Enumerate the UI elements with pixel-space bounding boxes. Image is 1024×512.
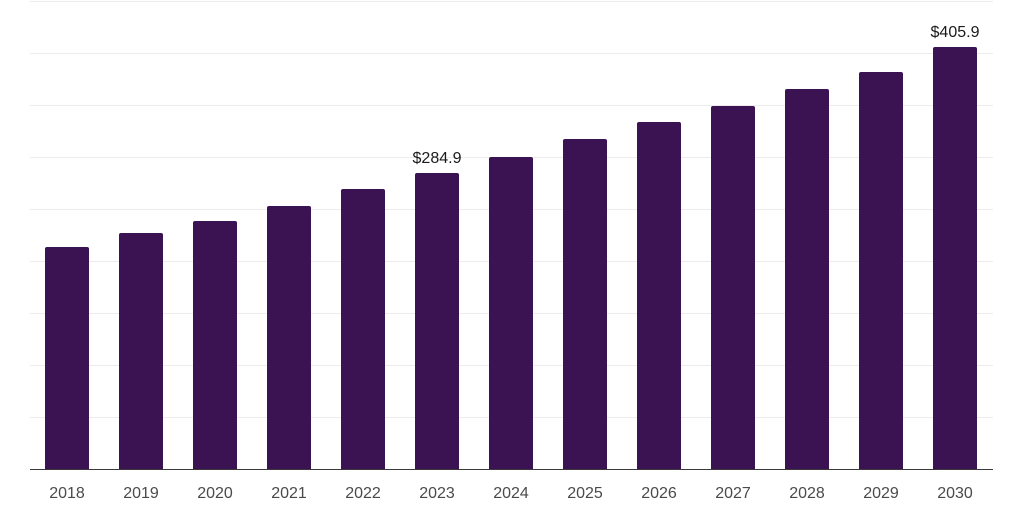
bar-2027: [711, 106, 755, 469]
bar-2023: [415, 173, 459, 469]
gridline-400: [30, 53, 993, 54]
gridline-450: [30, 1, 993, 2]
x-axis-label-2030: 2030: [937, 485, 973, 502]
x-axis-label-2022: 2022: [345, 485, 381, 502]
x-axis-label-2019: 2019: [123, 485, 159, 502]
bar-2029: [859, 72, 903, 469]
x-axis-label-2023: 2023: [419, 485, 455, 502]
x-axis-label-2027: 2027: [715, 485, 751, 502]
x-axis-label-2025: 2025: [567, 485, 603, 502]
bar-2024: [489, 157, 533, 469]
bar-2019: [119, 233, 163, 469]
x-axis-label-2021: 2021: [271, 485, 307, 502]
x-axis-label-2018: 2018: [49, 485, 85, 502]
x-axis-label-2029: 2029: [863, 485, 899, 502]
bar-2026: [637, 122, 681, 469]
gridline-350: [30, 105, 993, 106]
bar-2022: [341, 189, 385, 469]
x-axis-label-2024: 2024: [493, 485, 529, 502]
bar-2025: [563, 139, 607, 469]
bar-2030: [933, 47, 977, 469]
bar-2020: [193, 221, 237, 469]
x-axis-label-2020: 2020: [197, 485, 233, 502]
data-label-2023: $284.9: [412, 150, 462, 167]
x-axis-label-2026: 2026: [641, 485, 677, 502]
bar-2021: [267, 206, 311, 469]
bar-2028: [785, 89, 829, 469]
bar-2018: [45, 247, 89, 469]
x-axis-label-2028: 2028: [789, 485, 825, 502]
data-label-2030: $405.9: [930, 24, 980, 41]
plot-area: 2018 2019 2020 2021 2022 $284.9 2023 2024 2025 20…: [30, 1, 993, 502]
